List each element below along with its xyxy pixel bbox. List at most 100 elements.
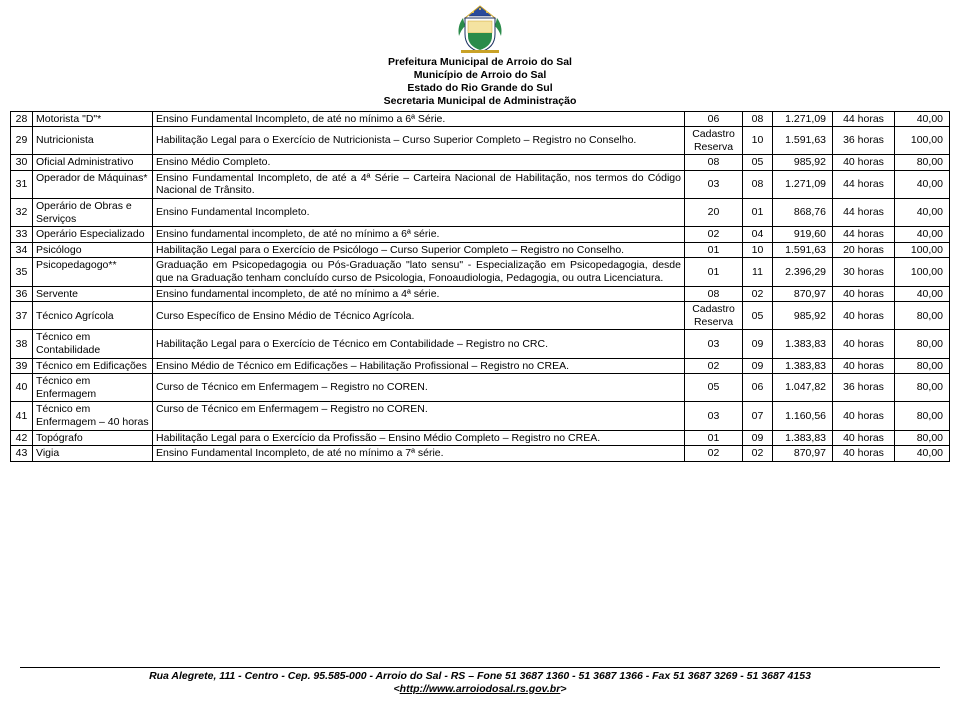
col-5: 06 [743, 374, 773, 402]
col-4: 02 [685, 446, 743, 462]
col-7: 40 horas [833, 402, 895, 430]
position-name: Técnico em Enfermagem – 40 horas [33, 402, 153, 430]
col-6: 868,76 [773, 199, 833, 227]
table-row: 39Técnico em EdificaçõesEnsino Médio de … [11, 358, 950, 374]
requirement: Ensino Fundamental Incompleto, de até a … [153, 170, 685, 198]
requirement: Habilitação Legal para o Exercício de Nu… [153, 127, 685, 155]
row-number: 35 [11, 258, 33, 286]
footer-url-wrap: <http://www.arroiodosal.rs.gov.br> [0, 683, 960, 696]
document-footer: Rua Alegrete, 111 - Centro - Cep. 95.585… [0, 667, 960, 696]
row-number: 30 [11, 155, 33, 171]
requirement: Ensino fundamental incompleto, de até no… [153, 227, 685, 243]
municipal-crest-icon [451, 4, 509, 54]
document-header: Prefeitura Municipal de Arroio do Sal Mu… [0, 0, 960, 109]
position-name: Operador de Máquinas* [33, 170, 153, 198]
col-4: 03 [685, 330, 743, 358]
col-4: 01 [685, 242, 743, 258]
row-number: 29 [11, 127, 33, 155]
col-4: 01 [685, 430, 743, 446]
col-5: 10 [743, 242, 773, 258]
col-5: 05 [743, 302, 773, 330]
col-5: 08 [743, 111, 773, 127]
col-7: 44 horas [833, 170, 895, 198]
col-6: 1.047,82 [773, 374, 833, 402]
col-7: 40 horas [833, 286, 895, 302]
col-4: 08 [685, 155, 743, 171]
col-5: 09 [743, 330, 773, 358]
table-row: 33Operário EspecializadoEnsino fundament… [11, 227, 950, 243]
table-row: 28Motorista "D"*Ensino Fundamental Incom… [11, 111, 950, 127]
col-7: 40 horas [833, 302, 895, 330]
col-5: 09 [743, 358, 773, 374]
col-5: 01 [743, 199, 773, 227]
col-4: 06 [685, 111, 743, 127]
footer-url[interactable]: http://www.arroiodosal.rs.gov.br [400, 683, 561, 695]
col-6: 1.383,83 [773, 330, 833, 358]
position-name: Técnico em Contabilidade [33, 330, 153, 358]
row-number: 33 [11, 227, 33, 243]
col-7: 30 horas [833, 258, 895, 286]
col-4: Cadastro Reserva [685, 127, 743, 155]
position-name: Psicopedagogo** [33, 258, 153, 286]
col-8: 80,00 [895, 358, 950, 374]
col-8: 100,00 [895, 258, 950, 286]
requirement: Habilitação Legal para o Exercício de Ps… [153, 242, 685, 258]
col-8: 40,00 [895, 286, 950, 302]
col-6: 1.383,83 [773, 358, 833, 374]
position-name: Vigia [33, 446, 153, 462]
row-number: 34 [11, 242, 33, 258]
row-number: 43 [11, 446, 33, 462]
col-8: 40,00 [895, 111, 950, 127]
table-row: 40Técnico em EnfermagemCurso de Técnico … [11, 374, 950, 402]
col-6: 985,92 [773, 155, 833, 171]
table-row: 31Operador de Máquinas*Ensino Fundamenta… [11, 170, 950, 198]
col-7: 20 horas [833, 242, 895, 258]
position-name: Motorista "D"* [33, 111, 153, 127]
requirement: Curso Específico de Ensino Médio de Técn… [153, 302, 685, 330]
col-6: 870,97 [773, 286, 833, 302]
col-6: 1.271,09 [773, 170, 833, 198]
col-5: 05 [743, 155, 773, 171]
footer-address: Rua Alegrete, 111 - Centro - Cep. 95.585… [0, 670, 960, 683]
col-7: 40 horas [833, 430, 895, 446]
col-8: 80,00 [895, 402, 950, 430]
row-number: 31 [11, 170, 33, 198]
requirement: Habilitação Legal para o Exercício da Pr… [153, 430, 685, 446]
requirement: Ensino Médio Completo. [153, 155, 685, 171]
col-7: 40 horas [833, 330, 895, 358]
requirement: Habilitação Legal para o Exercício de Té… [153, 330, 685, 358]
requirement: Ensino Médio de Técnico em Edificações –… [153, 358, 685, 374]
row-number: 40 [11, 374, 33, 402]
table-row: 30Oficial AdministrativoEnsino Médio Com… [11, 155, 950, 171]
table-row: 36ServenteEnsino fundamental incompleto,… [11, 286, 950, 302]
col-4: 02 [685, 358, 743, 374]
col-6: 1.591,63 [773, 242, 833, 258]
row-number: 28 [11, 111, 33, 127]
position-name: Nutricionista [33, 127, 153, 155]
col-8: 40,00 [895, 170, 950, 198]
row-number: 39 [11, 358, 33, 374]
row-number: 38 [11, 330, 33, 358]
table-row: 37Técnico AgrícolaCurso Específico de En… [11, 302, 950, 330]
position-name: Técnico em Enfermagem [33, 374, 153, 402]
position-name: Servente [33, 286, 153, 302]
col-6: 1.383,83 [773, 430, 833, 446]
table-row: 41Técnico em Enfermagem – 40 horasCurso … [11, 402, 950, 430]
col-7: 44 horas [833, 227, 895, 243]
col-6: 2.396,29 [773, 258, 833, 286]
col-5: 04 [743, 227, 773, 243]
positions-table: 28Motorista "D"* Ensino Fundamental Incom… [10, 111, 950, 462]
row-number: 32 [11, 199, 33, 227]
col-7: 36 horas [833, 127, 895, 155]
col-6: 870,97 [773, 446, 833, 462]
col-5: 10 [743, 127, 773, 155]
col-4: Cadastro Reserva [685, 302, 743, 330]
position-name: Psicólogo [33, 242, 153, 258]
requirement: Ensino Fundamental Incompleto, de até no… [153, 446, 685, 462]
col-4: 05 [685, 374, 743, 402]
col-8: 80,00 [895, 430, 950, 446]
footer-divider [20, 667, 940, 668]
col-8: 80,00 [895, 302, 950, 330]
row-number: 37 [11, 302, 33, 330]
col-4: 08 [685, 286, 743, 302]
